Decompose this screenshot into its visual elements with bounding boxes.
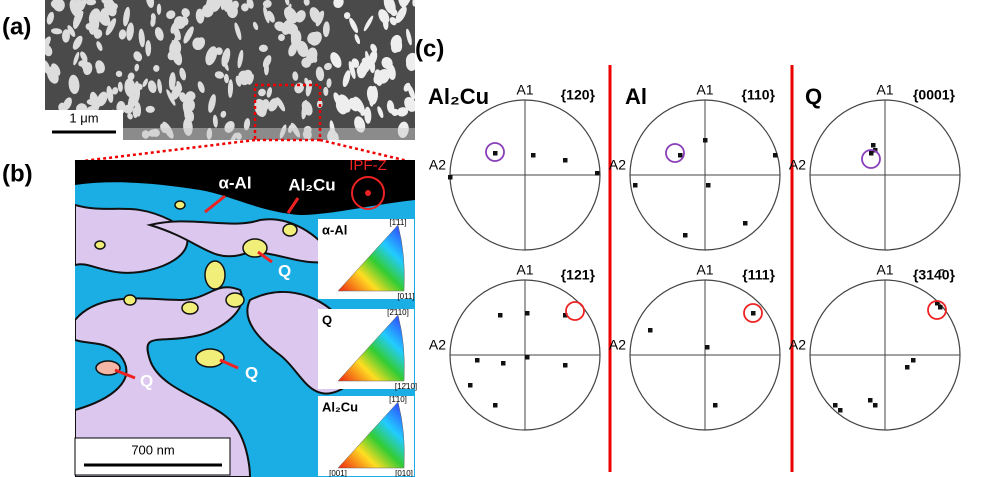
pole (869, 151, 874, 156)
axis-label: A2 (429, 157, 446, 173)
plane-label: {121} (561, 267, 596, 283)
axis-label: A1 (696, 82, 713, 98)
ipf-symbol (365, 190, 371, 196)
pole (773, 153, 778, 158)
pole (751, 311, 756, 316)
ipf-direction: [010] (395, 469, 413, 477)
phase-label: Al₂Cu (288, 175, 335, 194)
phase-header: Q (805, 84, 822, 109)
phase-header: Al (625, 84, 647, 109)
ipf-label: IPF-Z (349, 157, 387, 174)
plane-label: {120} (561, 87, 596, 103)
axis-label: A2 (609, 337, 626, 353)
pole (833, 403, 838, 408)
pole (871, 143, 876, 148)
panel-label: (c) (415, 35, 444, 62)
pole (678, 153, 683, 158)
ipf-direction: [001] (329, 469, 347, 477)
axis-label: A2 (789, 337, 806, 353)
ipf-phase: α-Al (322, 222, 347, 237)
phase-header: Al₂Cu (428, 84, 489, 109)
pole (525, 311, 530, 316)
pole (648, 328, 653, 333)
pole (705, 345, 710, 350)
pole (475, 358, 480, 363)
highlight (566, 302, 584, 320)
phase-label: α-Al (218, 173, 251, 192)
phase-label: Q (245, 363, 258, 382)
ipf-direction: [1̄10] (389, 395, 407, 404)
ipf-direction: [12̄10] (395, 382, 417, 391)
pole (743, 221, 748, 226)
pole (501, 361, 506, 366)
pole (448, 175, 453, 180)
axis-label: A1 (516, 82, 533, 98)
axis-label: A1 (516, 262, 533, 278)
phase-label: Q (140, 371, 153, 390)
pole (838, 408, 843, 413)
plane-label: {111} (742, 267, 775, 283)
panel-label: (a) (2, 13, 31, 40)
pole (595, 171, 600, 176)
figure: 1 μm (a) (b) IPF-Z α-Al Al₂Cu Q Q Q 700 … (0, 0, 984, 477)
pole-figures: Al₂Cu A1 A2 {120} A1 A2 {121} Al A1 A2 {110} A1 A2 {1… (428, 82, 960, 430)
pole (868, 398, 873, 403)
pole (938, 305, 943, 310)
pole (525, 355, 530, 360)
pole (468, 383, 473, 388)
ipf-direction: [1̄11] (389, 218, 406, 227)
ipf-keys: α-Al [1̄11] [011] Q [2̄110] [12̄10] Al₂Cu [1̄10… (318, 218, 417, 477)
pole (911, 358, 916, 363)
zoom-line (75, 140, 255, 162)
pole (905, 365, 910, 370)
pole (563, 158, 568, 163)
pole (493, 403, 498, 408)
pole (563, 363, 568, 368)
axis-label: A2 (429, 337, 446, 353)
pole (706, 183, 711, 188)
axis-label: A2 (609, 157, 626, 173)
ipf-direction: [011] (397, 292, 414, 301)
pole (683, 233, 688, 238)
scale-bar-label: 700 nm (131, 442, 174, 457)
axis-label: A1 (876, 262, 893, 278)
scale-bar-label: 1 μm (69, 110, 98, 125)
pole (713, 403, 718, 408)
particle (146, 106, 155, 113)
pole (633, 183, 638, 188)
ipf-phase: Q (322, 312, 332, 327)
pole (703, 138, 708, 143)
ipf-phase: Al₂Cu (322, 399, 358, 414)
pole (498, 313, 503, 318)
axis-label: A1 (876, 82, 893, 98)
plane-label: {314̄0} (913, 267, 956, 283)
plane-label: {0001} (913, 87, 956, 103)
plane-label: {110} (742, 87, 776, 103)
ipf-direction: [2̄110] (387, 308, 409, 317)
axis-label: A2 (789, 157, 806, 173)
phase-label: Q (278, 261, 291, 280)
axis-label: A1 (696, 262, 713, 278)
pole (493, 151, 498, 156)
pole (873, 403, 878, 408)
pole (531, 153, 536, 158)
panel-label: (b) (2, 160, 33, 187)
